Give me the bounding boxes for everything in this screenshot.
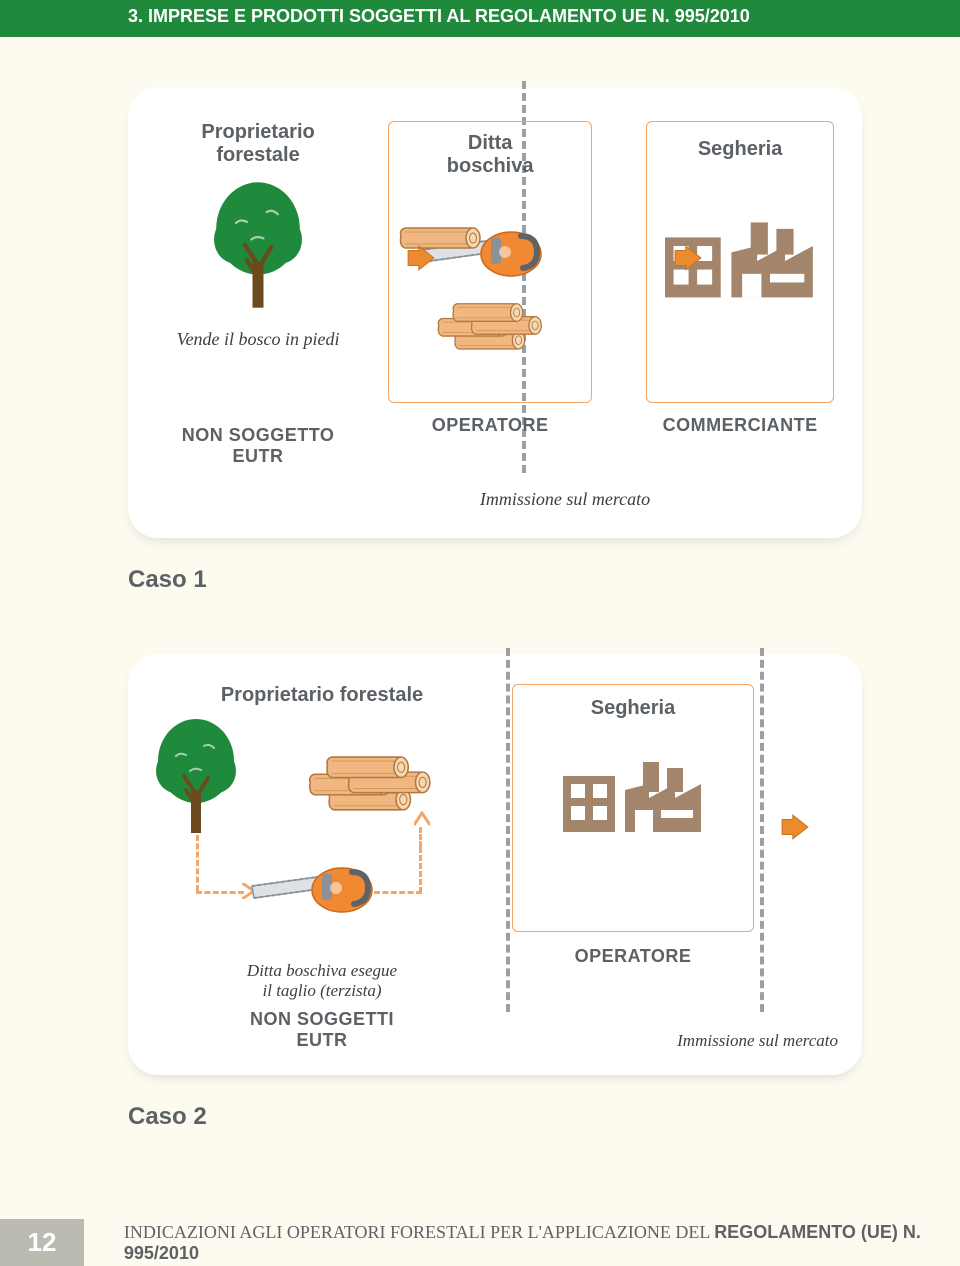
case1-panel: Proprietarioforestale Vende il bosco in … bbox=[128, 87, 862, 538]
caso2-title: Caso 2 bbox=[128, 1103, 960, 1131]
immissione-note-2: Immissione sul mercato bbox=[677, 1031, 838, 1051]
segheria2-label: Segheria bbox=[523, 697, 743, 720]
dash-connector bbox=[419, 827, 422, 847]
arrow-icon bbox=[673, 245, 703, 271]
divider-dashed-2b bbox=[760, 648, 764, 1012]
proprietario2-label: Proprietario forestale bbox=[156, 684, 488, 707]
dash-arrowhead-up-icon bbox=[414, 811, 430, 827]
header-bar: 3. IMPRESE E PRODOTTI SOGGETTI AL REGOLA… bbox=[0, 0, 960, 37]
footer: 12 INDICAZIONI AGLI OPERATORI FORESTALI … bbox=[0, 1219, 960, 1266]
immissione-note-1: Immissione sul mercato bbox=[296, 489, 834, 510]
operatore2-label: OPERATORE bbox=[506, 946, 760, 967]
dash-connector bbox=[419, 847, 422, 893]
chainsaw-icon: <> bbox=[248, 847, 388, 927]
case2-panel: Proprietario forestale <> Ditta boschiv bbox=[128, 654, 862, 1075]
page-number: 12 bbox=[0, 1219, 84, 1266]
log-stack-icon bbox=[300, 755, 440, 817]
tree-icon bbox=[203, 175, 313, 315]
arrow-icon bbox=[780, 814, 810, 840]
proprietario-label: Proprietarioforestale bbox=[156, 121, 360, 167]
tree-icon bbox=[146, 711, 246, 841]
segheria-label: Segheria bbox=[655, 138, 825, 161]
non-soggetti-label: NON SOGGETTIEUTR bbox=[156, 1009, 488, 1051]
commerciante-label: COMMERCIANTE bbox=[646, 415, 834, 436]
arrow-icon bbox=[406, 245, 436, 271]
factory-icon bbox=[563, 750, 703, 846]
dash-connector bbox=[196, 891, 244, 894]
caso1-title: Caso 1 bbox=[128, 566, 960, 594]
vende-note: Vende il bosco in piedi bbox=[156, 329, 360, 350]
log-stack-icon bbox=[430, 302, 550, 372]
operatore-label: OPERATORE bbox=[388, 415, 592, 436]
non-soggetto-label: NON SOGGETTOEUTR bbox=[156, 425, 360, 467]
dash-connector bbox=[196, 835, 199, 891]
footer-text: INDICAZIONI AGLI OPERATORI FORESTALI PER… bbox=[84, 1222, 960, 1264]
ditta-label: Dittaboschiva bbox=[397, 132, 583, 178]
ditta-note: Ditta boschiva esegueil taglio (terzista… bbox=[156, 961, 488, 1001]
